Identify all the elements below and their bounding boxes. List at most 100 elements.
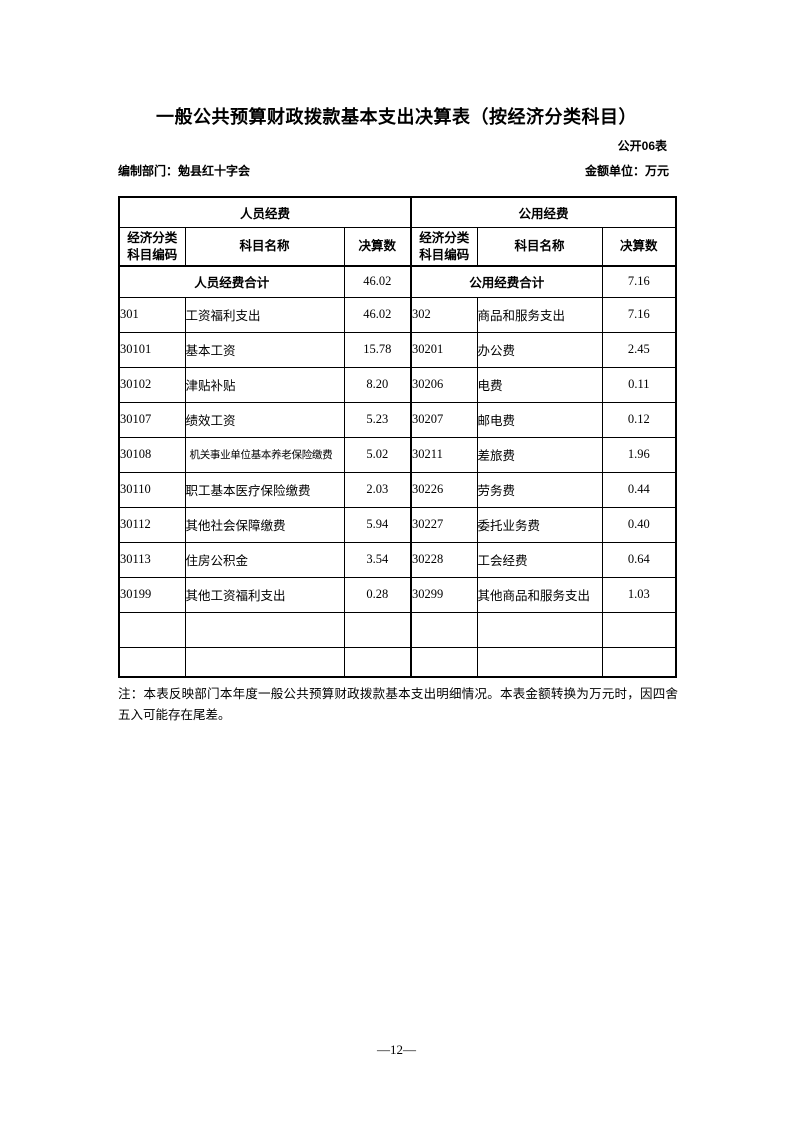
summary-row: 人员经费合计 46.02 公用经费合计 7.16 — [118, 265, 677, 298]
table-row: 30113 住房公积金 3.54 30228 工会经费 0.64 — [118, 541, 677, 578]
cell-value: 0.12 — [601, 401, 677, 438]
cell-name — [476, 646, 603, 678]
cell-code: 30299 — [410, 576, 478, 613]
cell-code: 30113 — [118, 541, 186, 578]
cell-name: 委托业务费 — [476, 506, 603, 543]
table-row: 30102 津贴补贴 8.20 30206 电费 0.11 — [118, 366, 677, 403]
cell-name: 差旅费 — [476, 436, 603, 473]
cell-value — [601, 611, 677, 648]
prepared-by-label: 编制部门：勉县红十字会 — [118, 164, 251, 178]
col-header-value-right: 决算数 — [601, 227, 677, 267]
table-row: 30112 其他社会保障缴费 5.94 30227 委托业务费 0.40 — [118, 506, 677, 543]
cell-code: 30110 — [118, 471, 186, 508]
cell-code: 30206 — [410, 366, 478, 403]
table-body: 人员经费合计 46.02 公用经费合计 7.16 301 工资福利支出 46.02 3… — [118, 265, 677, 678]
col-header-code-line1: 经济分类 — [127, 231, 178, 246]
cell-name: 基本工资 — [184, 331, 345, 368]
cell-code: 30199 — [118, 576, 186, 613]
page-title: 一般公共预算财政拨款基本支出决算表（按经济分类科目） — [156, 107, 637, 127]
cell-name: 绩效工资 — [184, 401, 345, 438]
empty-table-row — [118, 611, 677, 648]
table-row: 30110 职工基本医疗保险缴费 2.03 30226 劳务费 0.44 — [118, 471, 677, 508]
col-header-code-right: 经济分类 科目编码 — [410, 227, 478, 267]
cell-name: 其他社会保障缴费 — [184, 506, 345, 543]
cell-code: 30228 — [410, 541, 478, 578]
cell-code: 30102 — [118, 366, 186, 403]
cell-name: 其他工资福利支出 — [184, 576, 345, 613]
cell-code: 30207 — [410, 401, 478, 438]
cell-name: 工资福利支出 — [184, 296, 345, 333]
cell-value: 1.03 — [601, 576, 677, 613]
summary-value-personnel: 46.02 — [343, 265, 412, 298]
table-row: 30108 机关事业单位基本养老保险缴费 5.02 30211 差旅费 1.96 — [118, 436, 677, 473]
cell-name — [476, 611, 603, 648]
group-header-public: 公用经费 — [410, 196, 677, 228]
cell-name: 电费 — [476, 366, 603, 403]
unit-label: 金额单位：万元 — [584, 164, 669, 178]
cell-code: 301 — [118, 296, 186, 333]
cell-value — [601, 646, 677, 678]
cell-value: 2.03 — [343, 471, 412, 508]
col-header-name-left: 科目名称 — [184, 227, 345, 267]
cell-code — [410, 646, 478, 678]
table-code-label: 公开06表 — [617, 139, 667, 153]
cell-value: 8.20 — [343, 366, 412, 403]
cell-name: 津贴补贴 — [184, 366, 345, 403]
cell-value — [343, 646, 412, 678]
cell-name: 机关事业单位基本养老保险缴费 — [184, 436, 345, 473]
summary-label-public: 公用经费合计 — [410, 265, 603, 298]
cell-name: 劳务费 — [476, 471, 603, 508]
cell-name: 工会经费 — [476, 541, 603, 578]
cell-name — [184, 646, 345, 678]
table-row: 30107 绩效工资 5.23 30207 邮电费 0.12 — [118, 401, 677, 438]
empty-table-row — [118, 646, 677, 678]
cell-code — [118, 646, 186, 678]
cell-name — [184, 611, 345, 648]
page-number: —12— — [377, 1042, 416, 1057]
table-row: 301 工资福利支出 46.02 302 商品和服务支出 7.16 — [118, 296, 677, 333]
col-header-code-line1: 经济分类 — [419, 231, 470, 246]
summary-label-personnel: 人员经费合计 — [118, 265, 345, 298]
cell-value: 0.40 — [601, 506, 677, 543]
footnote: 注：本表反映部门本年度一般公共预算财政拨款基本支出明细情况。本表金额转换为万元时… — [118, 687, 678, 722]
cell-code: 30211 — [410, 436, 478, 473]
col-header-code-line2: 科目编码 — [127, 247, 178, 262]
table-row: 30199 其他工资福利支出 0.28 30299 其他商品和服务支出 1.03 — [118, 576, 677, 613]
cell-value: 0.44 — [601, 471, 677, 508]
cell-name: 办公费 — [476, 331, 603, 368]
cell-code: 30201 — [410, 331, 478, 368]
cell-value: 5.23 — [343, 401, 412, 438]
cell-value: 2.45 — [601, 331, 677, 368]
group-header-personnel: 人员经费 — [118, 196, 412, 228]
cell-value: 1.96 — [601, 436, 677, 473]
cell-value: 7.16 — [601, 296, 677, 333]
cell-code: 30101 — [118, 331, 186, 368]
cell-code: 302 — [410, 296, 478, 333]
table-row: 30101 基本工资 15.78 30201 办公费 2.45 — [118, 331, 677, 368]
cell-value: 15.78 — [343, 331, 412, 368]
cell-value: 0.64 — [601, 541, 677, 578]
cell-code: 30108 — [118, 436, 186, 473]
expenditure-table: 人员经费 公用经费 经济分类 科目编码 科目名称 决算数 经济分类 科目编码 科… — [118, 196, 678, 678]
cell-name: 邮电费 — [476, 401, 603, 438]
cell-code — [410, 611, 478, 648]
cell-name: 其他商品和服务支出 — [476, 576, 603, 613]
meta-row: 编制部门：勉县红十字会 金额单位：万元 — [118, 162, 669, 179]
cell-value: 5.02 — [343, 436, 412, 473]
cell-code: 30107 — [118, 401, 186, 438]
column-header-row: 经济分类 科目编码 科目名称 决算数 经济分类 科目编码 科目名称 决算数 — [118, 227, 677, 267]
cell-value: 0.11 — [601, 366, 677, 403]
cell-name: 职工基本医疗保险缴费 — [184, 471, 345, 508]
cell-value: 3.54 — [343, 541, 412, 578]
col-header-code-left: 经济分类 科目编码 — [118, 227, 186, 267]
cell-code: 30112 — [118, 506, 186, 543]
col-header-code-line2: 科目编码 — [419, 247, 470, 262]
cell-value: 5.94 — [343, 506, 412, 543]
cell-value: 0.28 — [343, 576, 412, 613]
col-header-value-left: 决算数 — [343, 227, 412, 267]
summary-value-public: 7.16 — [601, 265, 677, 298]
cell-value: 46.02 — [343, 296, 412, 333]
cell-name: 商品和服务支出 — [476, 296, 603, 333]
group-header-row: 人员经费 公用经费 — [118, 196, 677, 228]
